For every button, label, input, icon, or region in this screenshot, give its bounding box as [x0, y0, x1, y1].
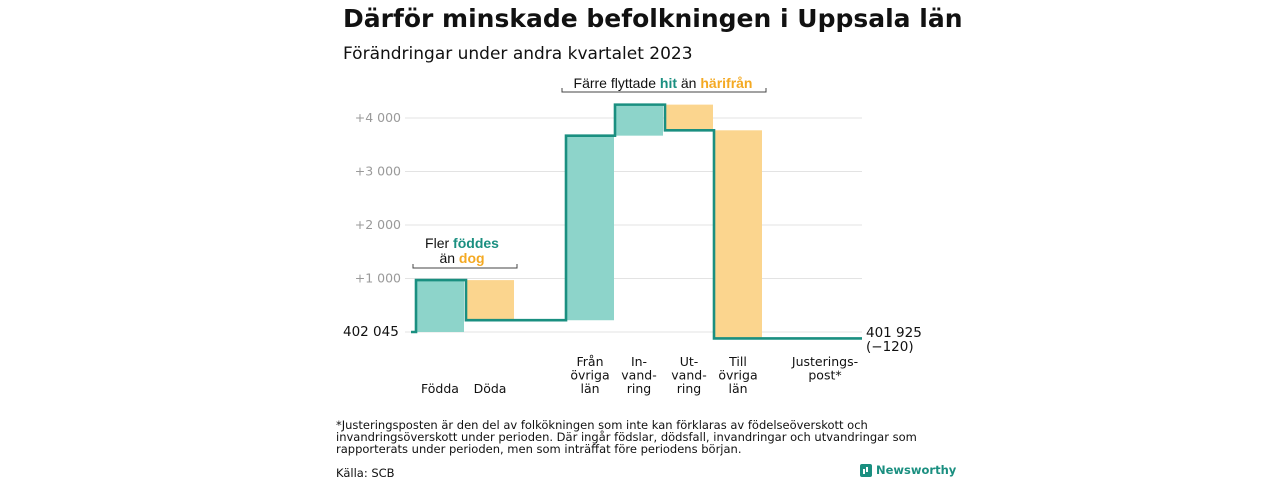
bar-layer	[416, 104, 762, 339]
annotation-text: Fler föddes	[425, 235, 499, 251]
x-category-label: Till	[728, 354, 747, 369]
chart-title: Därför minskade befolkningen i Uppsala l…	[343, 4, 963, 33]
x-category-label: Ut-	[680, 354, 699, 369]
chart-subtitle: Förändringar under andra kvartalet 2023	[343, 44, 693, 64]
end-value-label: 401 925	[866, 325, 922, 341]
grid-layer	[405, 117, 862, 333]
waterfall-bar	[615, 104, 663, 136]
annotation-bracket	[561, 88, 767, 93]
x-category-label: vand-	[621, 368, 656, 383]
x-category-label: ring	[627, 381, 651, 396]
end-change-label: (−120)	[866, 339, 914, 355]
y-tick-label: +1 000	[355, 271, 401, 286]
x-category-label: län	[580, 381, 599, 396]
y-tick-label: +3 000	[355, 164, 401, 179]
newsworthy-logo-icon	[860, 463, 872, 477]
start-value-label: 402 045	[343, 324, 399, 340]
x-category-label: In-	[631, 354, 647, 369]
brand-logo: Newsworthy	[860, 463, 956, 477]
x-category-label: övriga	[570, 368, 609, 383]
x-category-label: ring	[677, 381, 701, 396]
waterfall-bar	[665, 104, 713, 131]
brand-name: Newsworthy	[876, 463, 957, 477]
x-category-label: övriga	[718, 368, 757, 383]
x-category-label: län	[728, 381, 747, 396]
x-category-label: post*	[808, 368, 841, 383]
line-layer	[411, 103, 862, 340]
y-tick-label: +2 000	[355, 217, 401, 232]
cumulative-step-line	[411, 103, 862, 340]
footnote: *Justeringsposten är den del av folkökni…	[336, 418, 917, 456]
annotation-text: Färre flyttade hit än härifrån	[574, 75, 753, 91]
x-category-label: Från	[576, 354, 603, 369]
waterfall-bar	[416, 280, 464, 332]
x-category-label: vand-	[671, 368, 706, 383]
waterfall-bar	[714, 130, 762, 339]
annotation-bracket	[412, 264, 518, 269]
waterfall-bar	[566, 135, 614, 321]
x-category-label: Födda	[421, 381, 459, 396]
x-category-label: Döda	[474, 381, 507, 396]
y-tick-label: +4 000	[355, 110, 401, 125]
waterfall-bar	[466, 280, 514, 321]
annotation-text: än dog	[439, 250, 484, 266]
x-category-label: Justerings-	[791, 354, 858, 369]
source-note: Källa: SCB	[336, 466, 395, 480]
